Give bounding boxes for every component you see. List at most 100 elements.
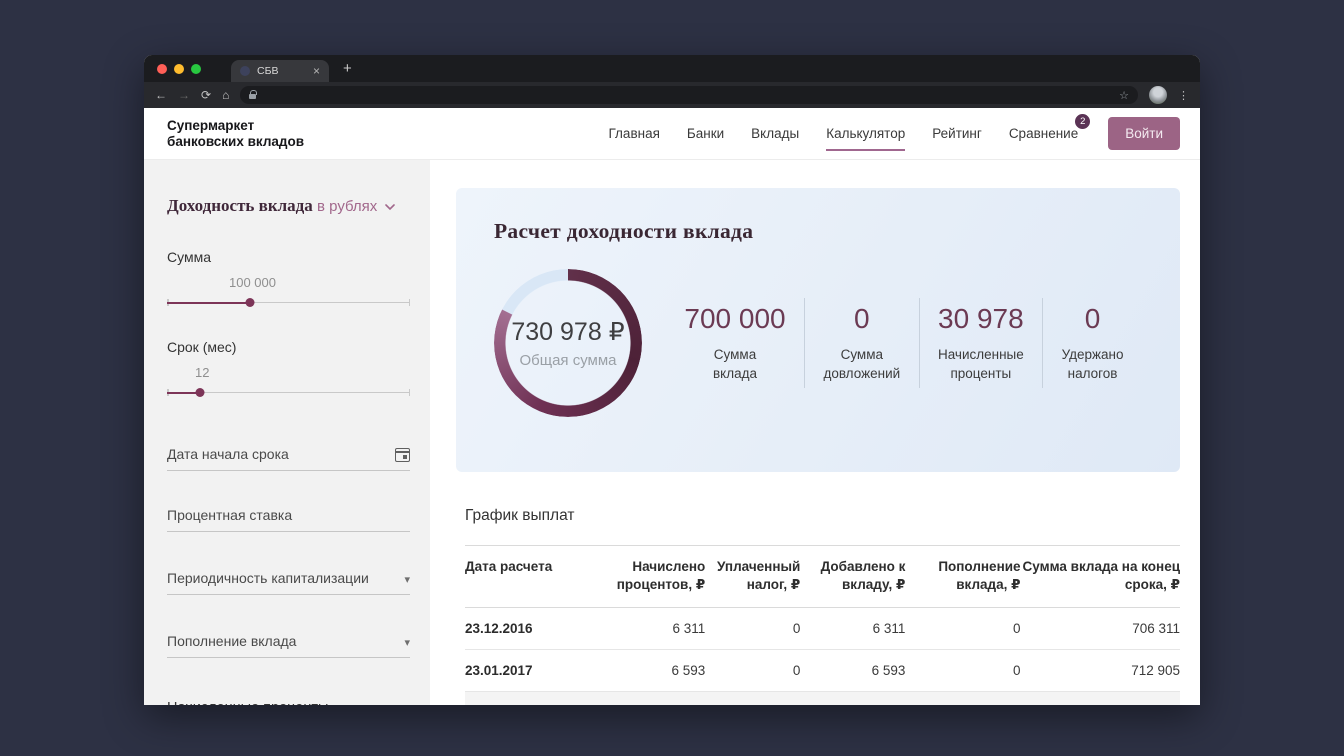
caret-down-icon: ▾ [404, 637, 410, 649]
capitalization-label: Периодичность капитализации [167, 570, 369, 586]
slider-fill [167, 391, 200, 394]
cell-accrued: 6 311 [575, 607, 706, 651]
capitalization-select[interactable]: Периодичность капитализации ▾ [167, 570, 410, 595]
reload-icon[interactable]: ⟳ [201, 88, 212, 102]
login-button[interactable]: Войти [1108, 117, 1180, 150]
payments-schedule-title: График выплат [465, 507, 575, 524]
bookmark-star-icon[interactable]: ☆ [1119, 89, 1129, 102]
nav-item-glavnaya[interactable]: Главная [608, 126, 660, 141]
slider-fill [167, 301, 250, 304]
results-panel: Расчет доходности вклада 730 978 ₽ Общая… [456, 188, 1180, 472]
cell-added: 6 311 [800, 607, 906, 651]
term-slider-group: Срок (мес) 12 [167, 339, 410, 400]
tab-title: СБВ [257, 65, 279, 77]
donut-center: 730 978 ₽ Общая сумма [494, 269, 642, 417]
comparison-count-badge: 2 [1075, 114, 1091, 129]
back-icon[interactable]: ← [155, 88, 167, 102]
stat-divider [918, 298, 920, 388]
amount-slider-group: Сумма 100 000 [167, 249, 410, 310]
term-slider[interactable] [167, 386, 410, 400]
chart-row: 730 978 ₽ Общая сумма 700 000 Сумма вклад… [494, 269, 1142, 417]
stat-value: 0 [1084, 302, 1101, 334]
cell-added: 6 593 [800, 649, 906, 693]
sidebar-title-text: Доходность вклада [167, 196, 313, 215]
stat-divider [804, 298, 806, 388]
close-window-button[interactable] [157, 63, 167, 74]
start-date-field[interactable]: Дата начала срока [167, 446, 410, 471]
payments-table: Дата расчета Начислено процентов, ₽ Упла… [465, 545, 1180, 693]
interest-rate-field[interactable]: Процентная ставка [167, 507, 410, 532]
browser-tabstrip: СБВ × + [144, 55, 1200, 82]
donut-ring [494, 269, 642, 417]
currency-selector[interactable]: в рублях [317, 198, 396, 215]
amount-label: Сумма [167, 249, 211, 265]
site-logo[interactable]: Супермаркет банковских вкладов [167, 118, 304, 150]
stat-value: 0 [854, 302, 870, 334]
cell-tax: 0 [705, 607, 801, 651]
logo-line-2: банковских вкладов [167, 133, 305, 149]
replenishment-label: Пополнение вклада [167, 633, 297, 649]
browser-menu-icon[interactable]: ⋮ [1178, 89, 1189, 102]
table-header-row: Дата расчета Начислено процентов, ₽ Упла… [465, 545, 1180, 608]
stat-accrued-interest: 30 978 Начисленные проценты [932, 303, 1030, 384]
lock-icon [249, 90, 258, 99]
col-replenishment: Пополнение вклада, ₽ [938, 559, 1021, 593]
col-date: Дата расчета [465, 559, 553, 574]
slider-track [167, 392, 410, 393]
amount-value: 100 000 [229, 275, 276, 290]
cell-replenishment: 0 [905, 607, 1021, 651]
col-added-to-deposit: Добавлено к вкладу, ₽ [820, 559, 906, 593]
start-date-placeholder: Дата начала срока [167, 446, 289, 462]
fullscreen-window-button[interactable] [191, 63, 201, 74]
address-bar[interactable]: ☆ [240, 86, 1138, 104]
new-tab-button[interactable]: + [343, 60, 352, 77]
site-favicon-icon [240, 66, 250, 76]
interest-options-heading: Начисленные проценты [167, 700, 410, 705]
nav-item-banki[interactable]: Банки [686, 126, 725, 141]
nav-item-vklady[interactable]: Вклады [751, 126, 800, 141]
page-content: Доходность вклада в рублях Сумма 100 000 [144, 160, 1200, 705]
total-sum-value: 730 978 ₽ [511, 318, 625, 346]
forward-icon[interactable]: → [178, 88, 190, 102]
tab-close-icon[interactable]: × [312, 64, 320, 78]
nav-item-sravnenie-label: Сравнение [1008, 126, 1079, 141]
total-sum-label: Общая сумма [519, 352, 617, 369]
browser-window: СБВ × + ← → ⟳ ⌂ ☆ ⋮ Супермаркет банковск… [144, 55, 1200, 705]
minimize-window-button[interactable] [174, 63, 184, 74]
browser-tab[interactable]: СБВ × [231, 60, 329, 82]
profile-avatar[interactable] [1149, 86, 1167, 104]
amount-slider-thumb[interactable] [245, 298, 255, 307]
logo-line-1: Супермаркет [167, 117, 255, 133]
caret-down-icon: ▾ [404, 574, 410, 586]
amount-slider[interactable] [167, 296, 410, 310]
cell-end-sum: 712 905 [1020, 649, 1180, 693]
col-accrued-interest: Начислено процентов, ₽ [616, 559, 706, 593]
replenishment-select[interactable]: Пополнение вклада ▾ [167, 633, 410, 658]
site-header: Супермаркет банковских вкладов Главная Б… [144, 108, 1200, 160]
col-end-sum: Сумма вклада на конец срока, ₽ [1022, 559, 1180, 593]
window-controls [144, 63, 213, 74]
cell-replenishment: 0 [905, 649, 1021, 693]
stat-additions-sum: 0 Сумма довложений [817, 303, 906, 384]
main-navigation: Главная Банки Вклады Калькулятор Рейтинг… [608, 114, 1091, 151]
slider-track [167, 302, 410, 303]
stat-label: Сумма довложений [823, 346, 901, 381]
payments-schedule-section: График выплат Дата расчета Начислено про… [456, 507, 1180, 705]
chevron-down-icon [385, 198, 396, 215]
term-value: 12 [195, 365, 210, 380]
interest-rate-placeholder: Процентная ставка [167, 507, 293, 523]
term-slider-thumb[interactable] [195, 388, 205, 397]
term-label: Срок (мес) [167, 339, 237, 355]
calendar-icon[interactable] [395, 448, 410, 462]
home-icon[interactable]: ⌂ [222, 88, 230, 102]
table-row: 23.12.2016 6 311 0 6 311 0 706 311 [465, 607, 1180, 651]
nav-item-reyting[interactable]: Рейтинг [932, 126, 982, 141]
col-paid-tax: Уплаченный налог, ₽ [717, 559, 801, 593]
stat-label: Начисленные проценты [937, 346, 1024, 381]
table-row-partial [465, 692, 1180, 705]
nav-item-sravnenie[interactable]: Сравнение 2 [1008, 114, 1091, 141]
cell-tax: 0 [705, 649, 801, 693]
nav-item-kalkulyator[interactable]: Калькулятор [826, 126, 906, 151]
cell-date: 23.01.2017 [465, 649, 576, 693]
stat-label: Удержано налогов [1061, 346, 1124, 381]
